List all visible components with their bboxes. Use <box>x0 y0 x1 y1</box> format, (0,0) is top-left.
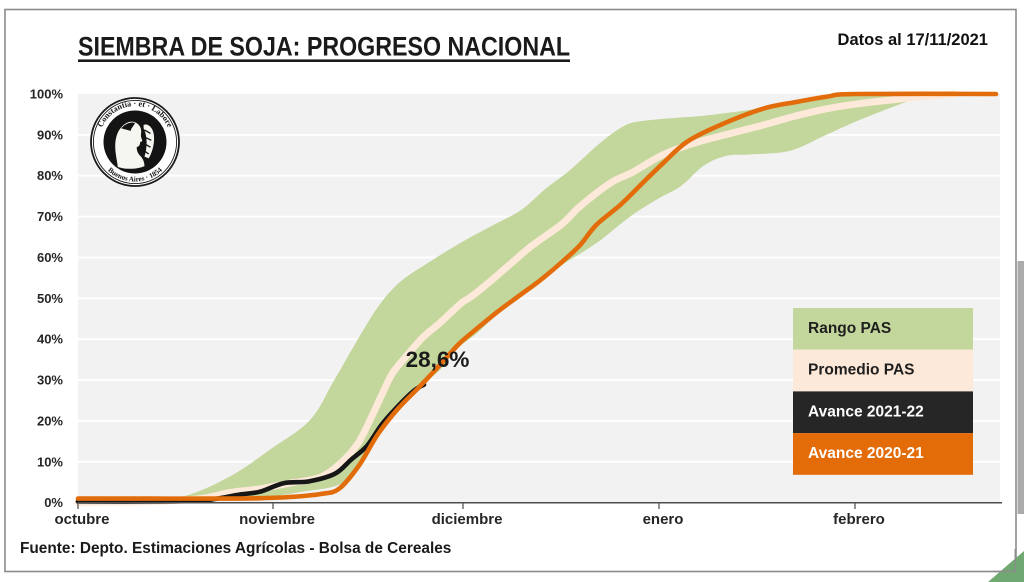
svg-text:100%: 100% <box>30 87 64 102</box>
svg-text:enero: enero <box>643 511 684 528</box>
svg-text:Datos al 17/11/2021: Datos al 17/11/2021 <box>838 31 988 49</box>
svg-text:30%: 30% <box>37 373 63 388</box>
svg-text:80%: 80% <box>37 168 63 183</box>
svg-text:20%: 20% <box>37 414 63 429</box>
svg-text:SIEMBRA DE SOJA: PROGRESO NACI: SIEMBRA DE SOJA: PROGRESO NACIONAL <box>78 32 570 62</box>
svg-text:90%: 90% <box>37 127 63 142</box>
svg-text:febrero: febrero <box>833 511 885 528</box>
svg-text:Rango PAS: Rango PAS <box>808 320 891 337</box>
svg-text:50%: 50% <box>37 291 63 306</box>
svg-text:28,6%: 28,6% <box>406 347 470 372</box>
svg-text:70%: 70% <box>37 209 63 224</box>
svg-text:Fuente: Depto. Estimaciones Ag: Fuente: Depto. Estimaciones Agrícolas - … <box>20 540 451 557</box>
svg-text:Avance 2021-22: Avance 2021-22 <box>808 403 924 420</box>
svg-text:diciembre: diciembre <box>432 511 503 528</box>
svg-text:10%: 10% <box>37 454 63 469</box>
svg-text:Avance 2020-21: Avance 2020-21 <box>808 445 924 462</box>
svg-text:noviembre: noviembre <box>239 511 315 528</box>
svg-text:Promedio PAS: Promedio PAS <box>808 362 915 379</box>
svg-text:0%: 0% <box>44 495 63 510</box>
svg-text:octubre: octubre <box>54 511 109 528</box>
svg-text:60%: 60% <box>37 250 63 265</box>
svg-text:40%: 40% <box>37 332 63 347</box>
